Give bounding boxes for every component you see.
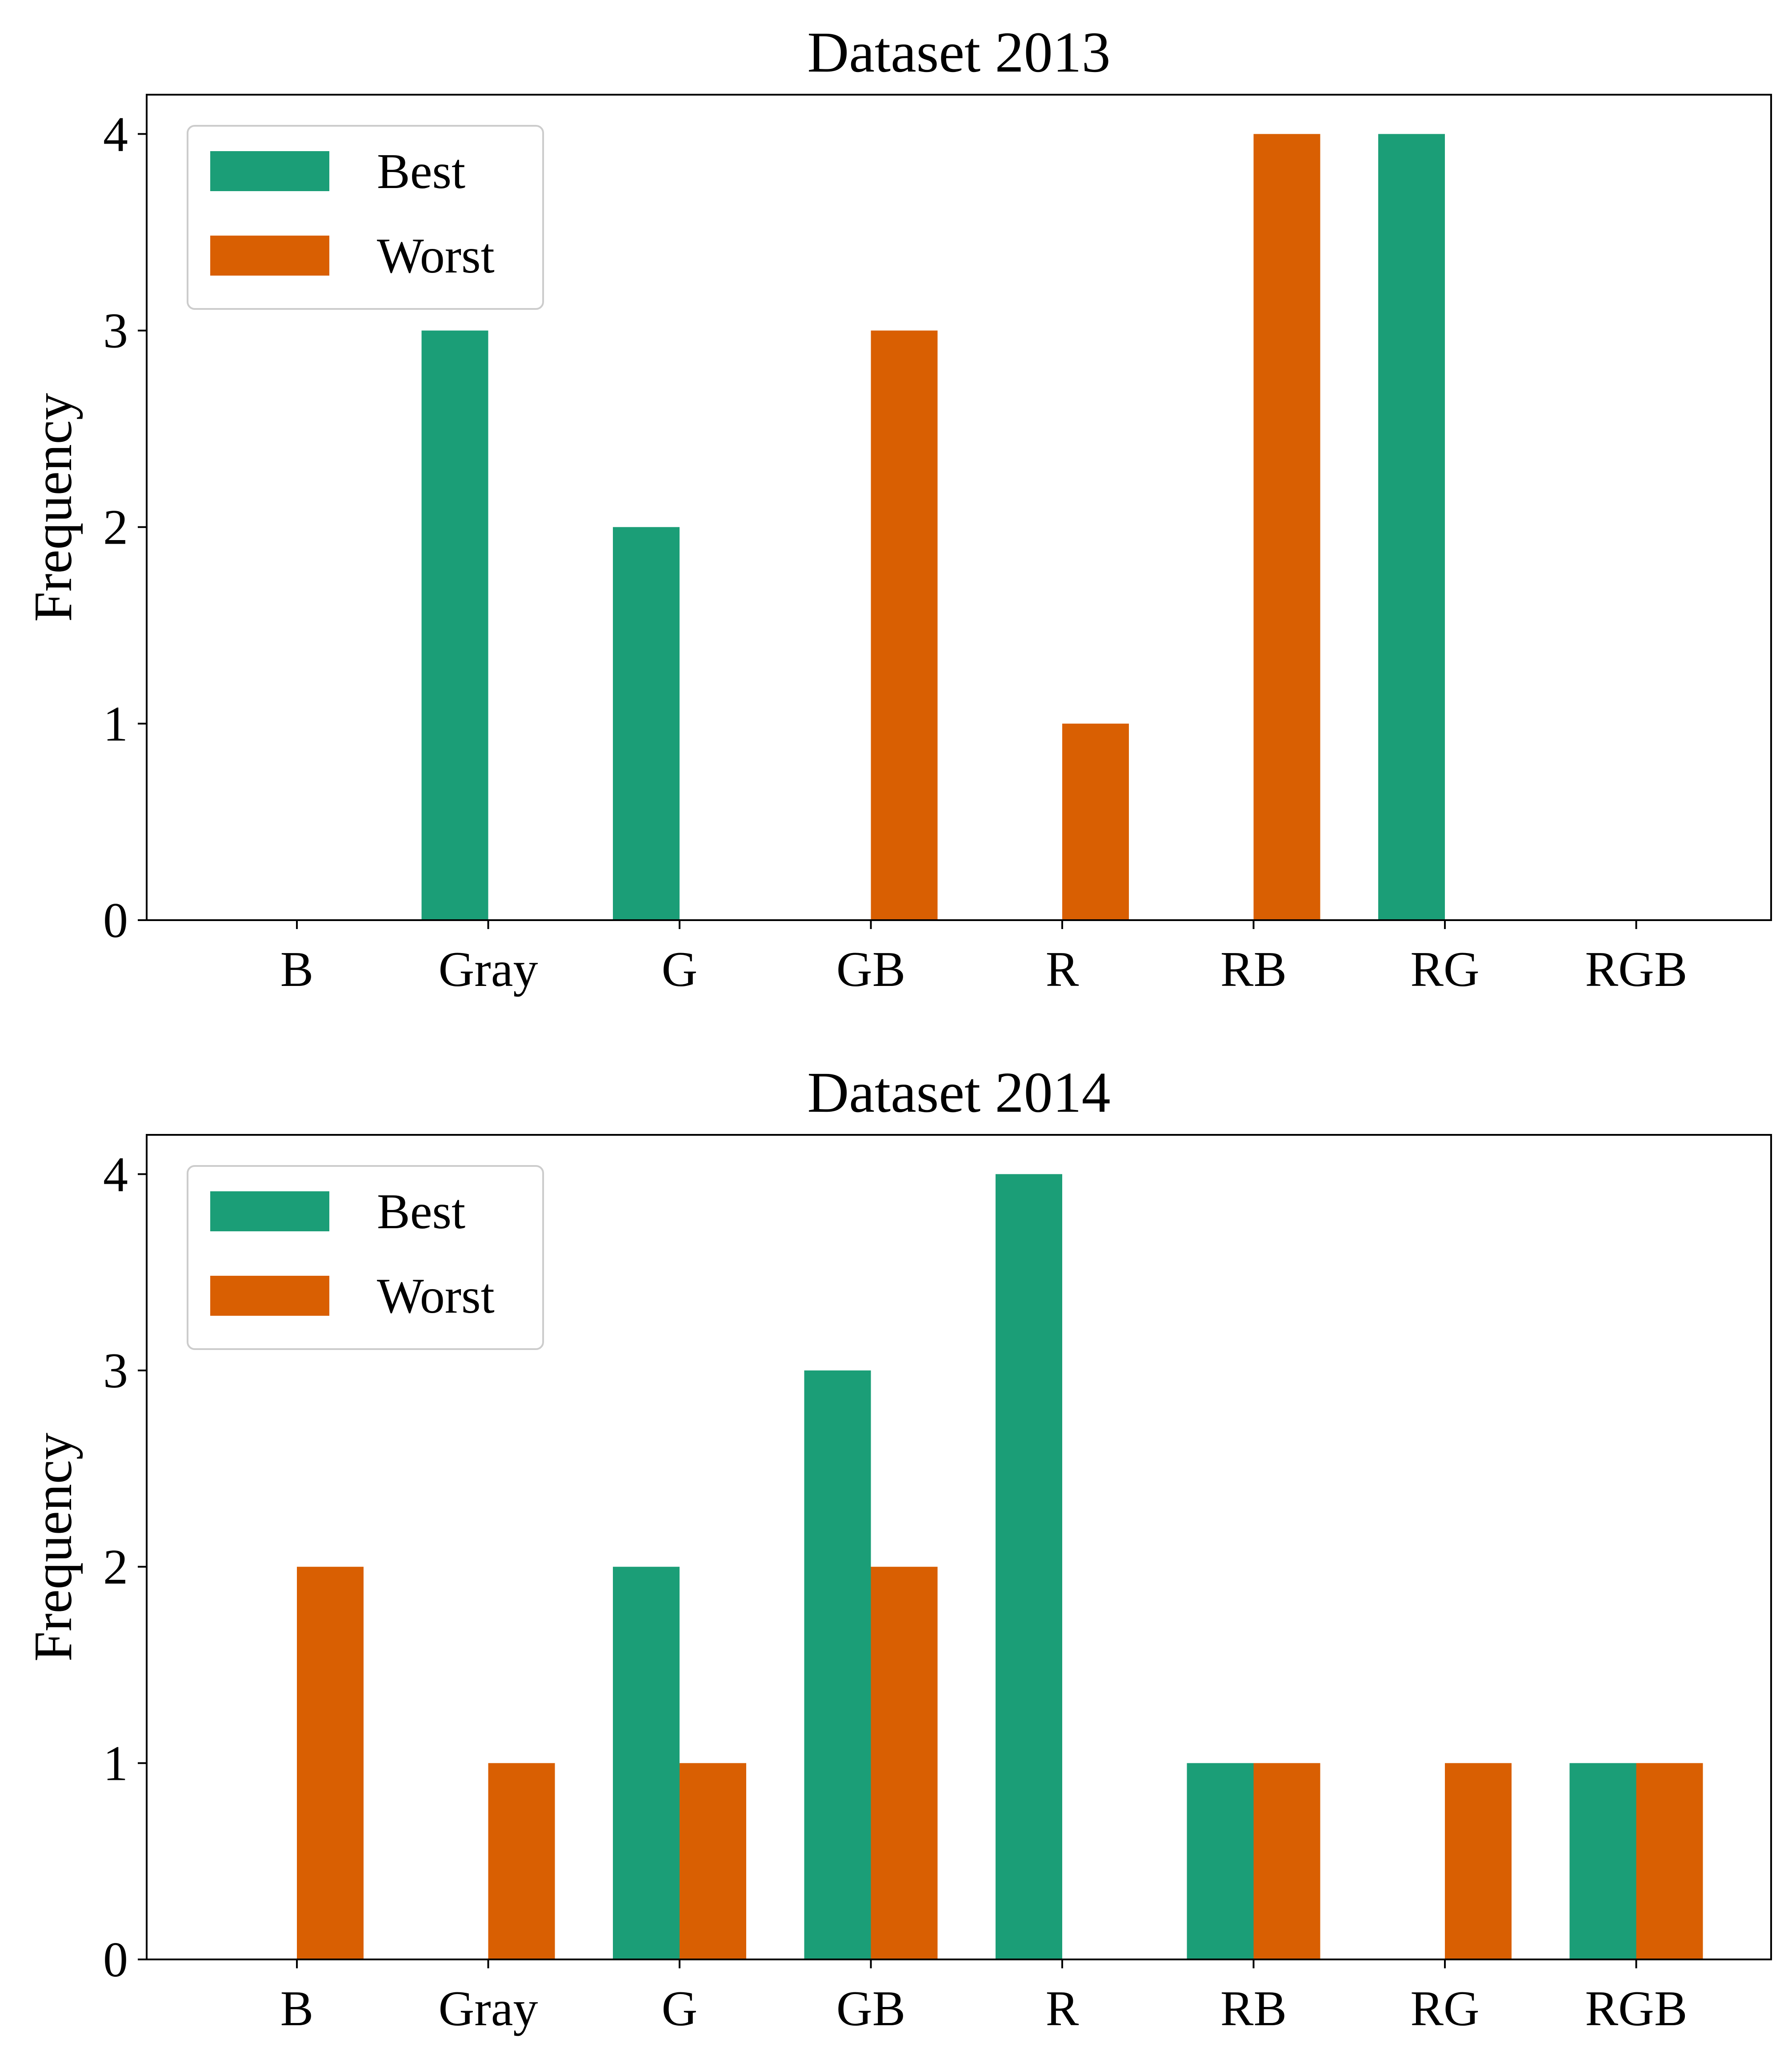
legend-label-worst: Worst bbox=[377, 228, 495, 284]
x-tick-label: GB bbox=[836, 1981, 906, 2036]
y-tick-label: 2 bbox=[103, 500, 128, 555]
bar-worst-rg bbox=[1445, 1763, 1512, 1959]
y-tick-label: 1 bbox=[103, 1736, 128, 1791]
chart-title: Dataset 2014 bbox=[807, 1061, 1110, 1125]
y-tick-label: 0 bbox=[103, 1932, 128, 1987]
bar-worst-gb bbox=[871, 1566, 938, 1959]
legend-swatch-worst bbox=[210, 236, 329, 276]
legend: Best Worst bbox=[187, 1165, 544, 1350]
x-tick-label: Gray bbox=[439, 1981, 538, 2036]
bar-best-rgb bbox=[1569, 1763, 1636, 1959]
legend: Best Worst bbox=[187, 125, 544, 310]
y-tick-label: 4 bbox=[103, 1147, 128, 1202]
x-tick-label: R bbox=[1046, 1981, 1079, 2036]
legend-swatch-best bbox=[210, 151, 329, 191]
bar-worst-b bbox=[297, 1566, 364, 1959]
bar-best-r bbox=[996, 1174, 1062, 1959]
y-tick-label: 2 bbox=[103, 1540, 128, 1595]
x-tick-label: RGB bbox=[1585, 1981, 1687, 2036]
x-tick-label: R bbox=[1046, 942, 1079, 997]
bar-worst-gb bbox=[871, 330, 938, 920]
y-tick-label: 1 bbox=[103, 697, 128, 752]
bar-worst-gray bbox=[488, 1763, 555, 1959]
bar-worst-rb bbox=[1253, 1763, 1320, 1959]
bar-best-g bbox=[613, 1566, 680, 1959]
x-tick-label: RGB bbox=[1585, 942, 1687, 997]
x-tick-label: G bbox=[662, 942, 698, 997]
legend-label-best: Best bbox=[377, 144, 465, 199]
legend-label-worst: Worst bbox=[377, 1269, 495, 1324]
y-tick-label: 0 bbox=[103, 893, 128, 948]
bar-best-rg bbox=[1378, 134, 1445, 920]
chart-1: Dataset 2013 0 1 2 3 4 B Gray G GB R RB RG RGB Frequen… bbox=[23, 20, 1772, 997]
bar-worst-rb bbox=[1253, 134, 1320, 920]
legend-swatch-worst bbox=[210, 1276, 329, 1316]
bar-worst-r bbox=[1062, 723, 1129, 920]
x-tick-label: Gray bbox=[439, 942, 538, 997]
y-axis-label: Frequency bbox=[23, 1433, 83, 1662]
bar-worst-rgb bbox=[1636, 1763, 1703, 1959]
axes-frame bbox=[146, 94, 1772, 921]
x-tick-label: B bbox=[280, 1981, 314, 2036]
x-tick-label: B bbox=[280, 942, 314, 997]
chart-title: Dataset 2013 bbox=[807, 20, 1110, 84]
bar-best-gb bbox=[804, 1370, 871, 1959]
bar-worst-g bbox=[680, 1763, 746, 1959]
x-tick-label: G bbox=[662, 1981, 698, 2036]
legend-swatch-best bbox=[210, 1191, 329, 1231]
x-tick-label: RB bbox=[1220, 1981, 1287, 2036]
x-tick-label: RB bbox=[1220, 942, 1287, 997]
y-tick-label: 3 bbox=[103, 1343, 128, 1398]
legend-label-best: Best bbox=[377, 1184, 465, 1239]
axes-frame bbox=[146, 1134, 1772, 1960]
bar-best-g bbox=[613, 527, 680, 920]
bar-best-gray bbox=[421, 330, 488, 920]
chart-2: Dataset 2014 0 1 2 3 4 B Gray G GB R RB RG RGB Frequen… bbox=[23, 1061, 1772, 2036]
bar-best-rb bbox=[1187, 1763, 1254, 1959]
y-axis-label: Frequency bbox=[23, 393, 83, 622]
x-tick-label: GB bbox=[836, 942, 906, 997]
x-tick-label: RG bbox=[1410, 1981, 1480, 2036]
x-tick-label: RG bbox=[1410, 942, 1480, 997]
y-tick-label: 3 bbox=[103, 304, 128, 359]
y-tick-label: 4 bbox=[103, 107, 128, 162]
